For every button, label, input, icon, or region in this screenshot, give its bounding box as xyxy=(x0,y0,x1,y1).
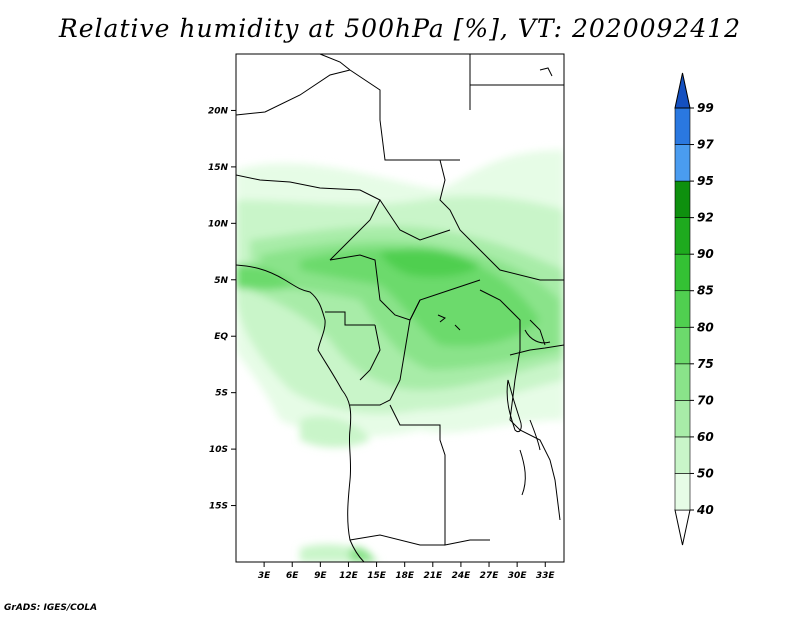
colorbar-label: 90 xyxy=(697,247,714,261)
colorbar-segment xyxy=(674,473,691,511)
colorbar-segment xyxy=(674,72,691,109)
lat-tick-label: 5S xyxy=(215,389,228,399)
colorbar-label: 92 xyxy=(697,211,714,225)
lat-tick-label: 15S xyxy=(209,502,228,512)
lat-tick-label: 10S xyxy=(209,445,228,455)
lon-tick-label: 15E xyxy=(367,571,387,581)
lat-tick-label: EQ xyxy=(214,332,228,342)
lon-tick-label: 6E xyxy=(286,571,299,581)
colorbar-label: 85 xyxy=(697,284,714,298)
colorbar-segment xyxy=(674,400,691,438)
lon-tick-label: 24E xyxy=(452,571,472,581)
colorbar-segment xyxy=(674,363,691,401)
chart-title: Relative humidity at 500hPa [%], VT: 202… xyxy=(58,14,742,43)
colorbar-label: 97 xyxy=(697,138,714,152)
colorbar-segment xyxy=(674,290,691,328)
humidity-field xyxy=(236,150,564,562)
colorbar-label: 40 xyxy=(696,503,714,517)
colorbar-segment xyxy=(674,107,691,145)
latitude-axis: 20N 15N 10N 5N EQ 5S 10S 15S xyxy=(208,106,236,512)
colorbar-segment xyxy=(674,217,691,255)
map-frame xyxy=(235,53,565,563)
lat-tick-label: 15N xyxy=(208,163,229,173)
colorbar-label: 70 xyxy=(697,393,714,407)
colorbar-label: 60 xyxy=(697,430,714,444)
lon-tick-label: 3E xyxy=(258,571,271,581)
colorbar-segment xyxy=(674,326,691,365)
colorbar-label: 95 xyxy=(697,174,714,188)
colorbar-label: 99 xyxy=(697,101,714,115)
colorbar-label: 75 xyxy=(697,357,714,371)
colorbar: 40 50 60 70 75 80 85 90 92 95 97 99 xyxy=(674,72,714,546)
colorbar-segment xyxy=(674,436,691,474)
country-borders xyxy=(236,54,564,562)
lon-tick-label: 18E xyxy=(395,571,415,581)
lat-tick-label: 5N xyxy=(214,276,228,286)
lon-tick-label: 33E xyxy=(536,571,556,581)
colorbar-segment xyxy=(674,509,691,546)
colorbar-label: 50 xyxy=(697,466,714,480)
colorbar-label: 80 xyxy=(697,320,714,334)
colorbar-segment xyxy=(674,253,691,292)
longitude-axis: 3E 6E 9E 12E 15E 18E 21E 24E 27E 30E 33E xyxy=(258,562,556,581)
lat-tick-label: 10N xyxy=(208,219,229,229)
lon-tick-label: 27E xyxy=(480,571,500,581)
grads-credit: GrADS: IGES/COLA xyxy=(4,603,98,613)
colorbar-segment xyxy=(674,180,691,218)
lon-tick-label: 9E xyxy=(314,571,327,581)
lat-tick-label: 20N xyxy=(208,106,229,116)
lon-tick-label: 21E xyxy=(423,571,443,581)
lon-tick-label: 30E xyxy=(508,571,528,581)
lon-tick-label: 12E xyxy=(339,571,359,581)
colorbar-segment xyxy=(674,144,691,182)
